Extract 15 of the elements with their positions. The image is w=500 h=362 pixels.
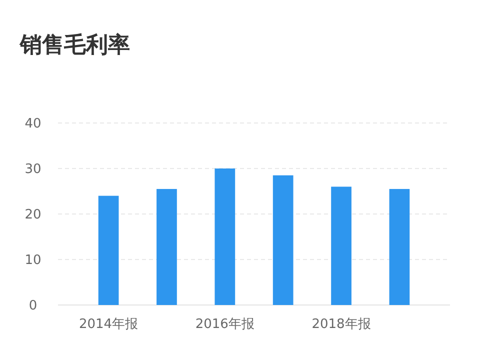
y-tick-label: 30 [24, 162, 42, 178]
x-tick-label: 2016年报 [195, 317, 254, 332]
bar [389, 188, 410, 305]
y-tick-label: 40 [24, 116, 42, 132]
x-tick-label: 2014年报 [79, 317, 138, 332]
bar [331, 186, 352, 305]
y-tick-label: 10 [24, 253, 42, 268]
y-tick-label: 20 [24, 208, 42, 223]
chart-title: 销售毛利率 [19, 32, 130, 58]
bar [156, 188, 177, 305]
bar [214, 168, 236, 305]
bar [272, 175, 294, 305]
x-tick-label: 2018年报 [312, 317, 371, 332]
y-tick-label: 0 [28, 298, 38, 314]
bar [98, 196, 119, 305]
